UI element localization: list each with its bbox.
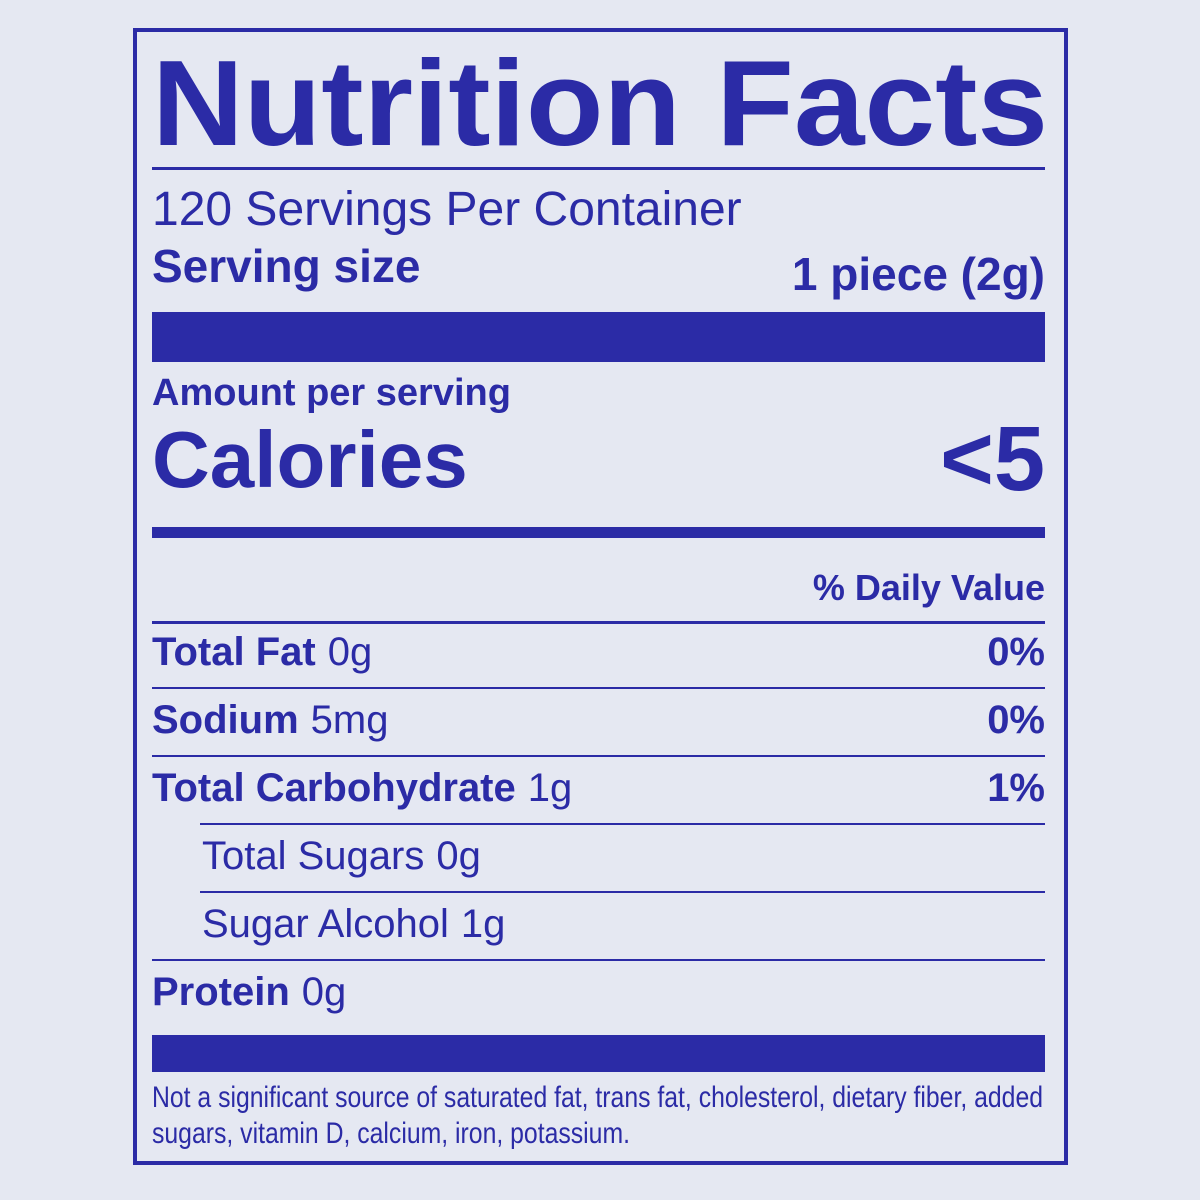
daily-value: 0% <box>987 630 1045 674</box>
nutrient-amount: 5mg <box>311 698 389 742</box>
thick-bar <box>152 312 1045 362</box>
nutrient-name: Protein <box>152 970 290 1014</box>
nutrient-amount: 0g <box>436 834 481 878</box>
serving-size-label: Serving size <box>152 240 420 292</box>
nutrient-rows: Total Fat 0g 0% Sodium 5mg 0% Total Carbohydra… <box>152 630 1045 1014</box>
daily-value: 1% <box>987 766 1045 810</box>
thin-rule <box>152 959 1045 961</box>
nutrient-row: Protein 0g <box>152 970 346 1014</box>
daily-value-header: % Daily Value <box>813 567 1045 608</box>
calories-label: Calories <box>152 415 468 504</box>
thin-rule <box>152 621 1045 624</box>
amount-per-serving: Amount per serving <box>152 372 511 414</box>
nutrient-name: Total Sugars <box>202 834 424 878</box>
nutrient-amount: 1g <box>528 766 573 810</box>
thin-rule <box>200 823 1045 825</box>
thin-rule <box>152 167 1045 170</box>
nutrient-row: Total Sugars 0g <box>202 834 481 878</box>
nutrient-row: Total Carbohydrate 1g <box>152 766 572 810</box>
calories-value: <5 <box>940 408 1045 510</box>
nutrient-row: Total Fat 0g <box>152 630 372 674</box>
servings: 120 Servings Per Container <box>152 183 742 236</box>
nutrient-name: Total Carbohydrate <box>152 766 516 810</box>
nutrient-name: Total Fat <box>152 630 316 674</box>
footnote-line: sugars, vitamin D, calcium, iron, potass… <box>152 1117 630 1150</box>
daily-value: 0% <box>987 698 1045 742</box>
nutrient-amount: 0g <box>328 630 373 674</box>
medium-bar <box>152 527 1045 538</box>
serving-size-value: 1 piece (2g) <box>792 248 1045 300</box>
footnote-line: Not a significant source of saturated fa… <box>152 1081 1043 1114</box>
thin-rule <box>200 891 1045 893</box>
thin-rule <box>152 755 1045 757</box>
nutrient-name: Sugar Alcohol <box>202 902 449 946</box>
nutrient-amount: 0g <box>302 970 347 1014</box>
label-border <box>133 28 1068 1165</box>
thick-bar <box>152 1035 1045 1072</box>
nutrient-amount: 1g <box>461 902 506 946</box>
title: Nutrition Facts <box>152 35 1048 171</box>
nutrient-name: Sodium <box>152 698 299 742</box>
nutrient-row: Sodium 5mg <box>152 698 388 742</box>
nutrient-row: Sugar Alcohol 1g <box>202 902 505 946</box>
thin-rule <box>152 687 1045 689</box>
